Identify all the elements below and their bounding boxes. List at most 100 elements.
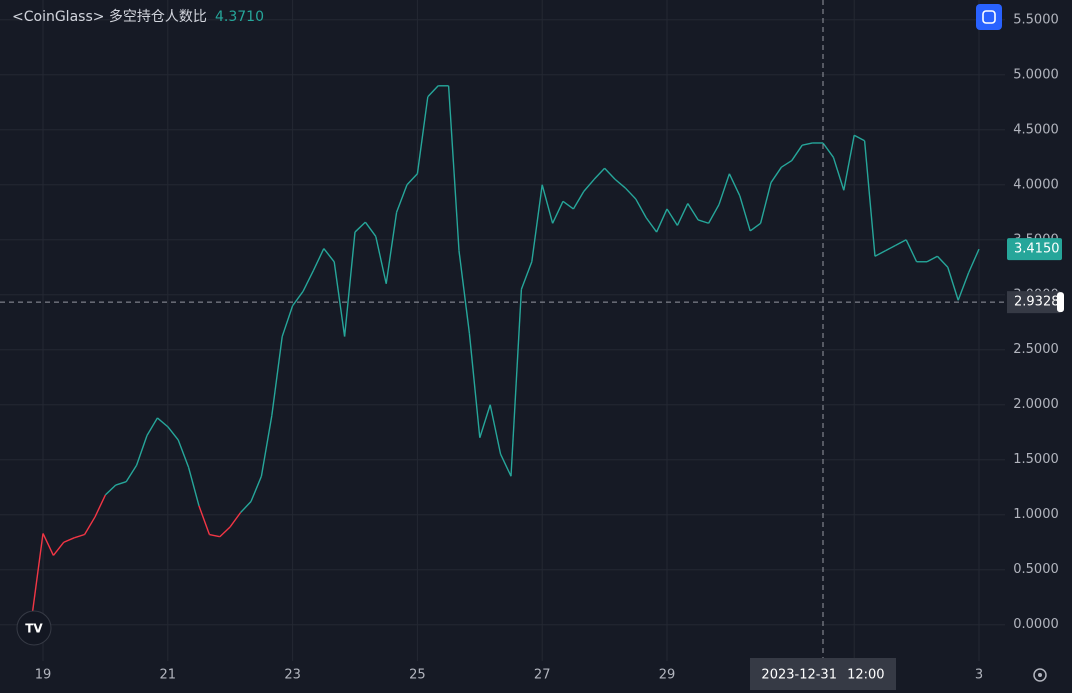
line-segment <box>728 173 741 197</box>
line-segment <box>926 255 938 263</box>
legend-value: 4.3710 <box>215 9 264 25</box>
line-segment <box>781 159 793 168</box>
x-tick-label: 23 <box>284 668 301 683</box>
line-segment <box>73 533 85 539</box>
line-segment <box>967 248 980 274</box>
line-segment <box>749 222 762 232</box>
line-segment <box>31 533 44 612</box>
line-segment <box>562 200 574 210</box>
line-segment <box>240 501 252 514</box>
line-segment <box>697 219 709 224</box>
line-segment <box>468 333 481 438</box>
line-segment <box>146 417 159 436</box>
line-segment <box>499 453 512 477</box>
line-segment <box>125 464 138 483</box>
line-segment <box>281 305 294 337</box>
scroll-handle <box>1057 292 1064 313</box>
line-segment <box>447 85 460 251</box>
line-segment <box>885 244 897 252</box>
line-segment <box>853 134 865 142</box>
settings-icon-dot <box>1038 673 1042 677</box>
line-segment <box>458 250 471 334</box>
x-tick-label: 25 <box>409 668 426 683</box>
line-segment <box>791 144 803 161</box>
y-tick-label: 0.0000 <box>1013 617 1059 632</box>
line-segment <box>895 239 907 246</box>
settings-icon[interactable] <box>1033 668 1047 682</box>
tv-logo-text: TV <box>25 622 43 636</box>
line-segment <box>718 173 731 205</box>
line-segment <box>187 467 200 507</box>
line-segment <box>832 157 845 191</box>
line-segment <box>333 261 346 337</box>
line-segment <box>676 203 689 226</box>
line-segment <box>354 221 366 233</box>
line-segment <box>177 439 190 468</box>
line-segment <box>292 291 304 307</box>
tv-logo[interactable] <box>16 610 52 646</box>
y-tick-label: 2.5000 <box>1013 342 1059 357</box>
line-segment <box>645 217 658 233</box>
line-segment <box>343 231 356 337</box>
line-segment <box>593 167 606 180</box>
line-segment <box>655 208 668 233</box>
line-segment <box>666 208 678 226</box>
line-segment <box>905 239 918 263</box>
line-segment <box>260 415 273 477</box>
line-segment <box>83 516 96 535</box>
line-segment <box>94 494 107 518</box>
x-tick-label: 19 <box>35 668 52 683</box>
line-segment <box>219 526 231 538</box>
chart-title: <CoinGlass> 多空持仓人数比 <box>12 8 207 25</box>
line-segment <box>947 267 959 301</box>
line-segment <box>489 404 502 455</box>
x-tick-label: 21 <box>160 668 177 683</box>
line-segment <box>63 537 75 543</box>
line-segment <box>209 533 220 538</box>
line-segment <box>759 182 772 224</box>
crosshair-y-box <box>1007 291 1060 314</box>
line-segment <box>957 272 970 301</box>
line-segment <box>104 484 117 496</box>
line-segment <box>572 191 585 210</box>
x-tick-label: 29 <box>659 668 676 683</box>
crosshair-x-label: 2023-12-31 12:00 <box>761 668 884 683</box>
line-segment <box>385 212 398 284</box>
line-segment <box>874 250 886 257</box>
line-segment <box>624 187 637 200</box>
line-segment <box>635 198 647 219</box>
y-tick-label: 1.5000 <box>1013 452 1059 467</box>
line-segment <box>479 404 491 438</box>
toggle-icon <box>982 10 996 24</box>
line-segment <box>416 96 429 174</box>
line-segment <box>167 426 179 441</box>
line-segment <box>739 195 751 232</box>
line-segment <box>156 417 169 428</box>
line-segment <box>395 184 408 213</box>
line-segment <box>531 184 543 262</box>
crosshair-x-box <box>750 658 896 690</box>
line-segment <box>323 248 335 263</box>
y-tick-label: 2.0000 <box>1013 397 1059 412</box>
y-tick-label: 0.5000 <box>1013 562 1059 577</box>
y-tick-label: 5.0000 <box>1013 67 1059 82</box>
x-tick-label: 27 <box>534 668 551 683</box>
line-segment <box>936 255 949 268</box>
line-segment <box>42 533 55 556</box>
line-segment <box>427 85 439 98</box>
line-segment <box>115 481 127 486</box>
grid <box>0 0 1005 661</box>
line-segment <box>250 475 263 502</box>
line-segment <box>770 166 782 183</box>
line-segment <box>843 135 855 191</box>
x-tick-label: 3 <box>975 668 983 683</box>
last-value-box <box>1007 238 1062 261</box>
line-segment <box>863 140 876 257</box>
line-segment <box>364 221 377 237</box>
toggle-button[interactable] <box>976 4 1002 30</box>
line-segment <box>541 184 554 224</box>
line-segment <box>271 336 283 416</box>
